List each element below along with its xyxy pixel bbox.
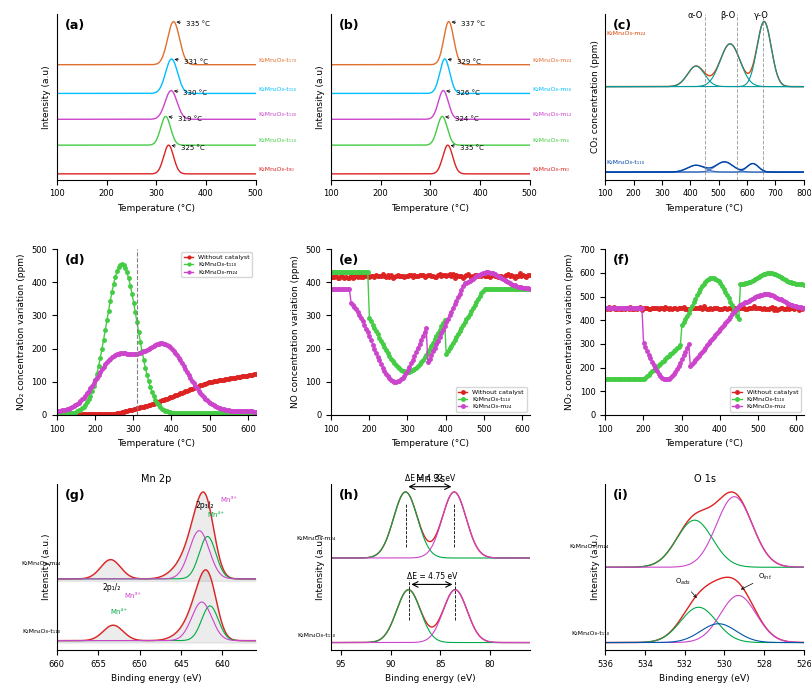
- Text: K₂Mn₄O₈-t₁₁₀: K₂Mn₄O₈-t₁₁₀: [298, 633, 336, 638]
- Y-axis label: Intensity (a.u): Intensity (a.u): [42, 65, 51, 129]
- Text: K₂Mn₄O₈-t₁₁₀: K₂Mn₄O₈-t₁₁₀: [570, 631, 608, 637]
- Text: 331 °C: 331 °C: [175, 58, 208, 65]
- Text: 2p₃/₂: 2p₃/₂: [195, 500, 214, 510]
- Text: ΔE = 4.75 eV: ΔE = 4.75 eV: [406, 572, 457, 581]
- Y-axis label: NO₂ concentration variation (ppm): NO₂ concentration variation (ppm): [17, 254, 26, 410]
- Legend: Without catalyst, K₂Mn₄O₈-t₁₁₀, K₂Mn₄O₈-m₂₄: Without catalyst, K₂Mn₄O₈-t₁₁₀, K₂Mn₄O₈-…: [455, 387, 526, 412]
- Title: O 1s: O 1s: [693, 474, 714, 484]
- X-axis label: Binding energy (eV): Binding energy (eV): [659, 675, 749, 684]
- Text: 330 °C: 330 °C: [174, 90, 208, 96]
- Text: Mn³⁺: Mn³⁺: [220, 497, 237, 503]
- Text: (b): (b): [338, 19, 359, 32]
- Text: 324 °C: 324 °C: [445, 116, 478, 122]
- X-axis label: Temperature (°C): Temperature (°C): [391, 204, 469, 213]
- Text: 329 °C: 329 °C: [448, 58, 480, 65]
- Y-axis label: CO₂ concentration (ppm): CO₂ concentration (ppm): [590, 41, 599, 153]
- Text: O$_{int}$: O$_{int}$: [740, 572, 771, 589]
- Text: K₂Mn₄O₈-t₉₀: K₂Mn₄O₈-t₉₀: [258, 167, 294, 172]
- Text: (c): (c): [612, 19, 632, 32]
- X-axis label: Temperature (°C): Temperature (°C): [665, 204, 743, 213]
- Text: (i): (i): [612, 489, 629, 503]
- Y-axis label: Intensity (a.u): Intensity (a.u): [316, 65, 325, 129]
- Text: 325 °C: 325 °C: [172, 145, 204, 151]
- Y-axis label: Intensity (a.u.): Intensity (a.u.): [590, 534, 599, 600]
- Text: 319 °C: 319 °C: [169, 116, 202, 122]
- Legend: Without catalyst, K₂Mn₄O₈-t₁₁₀, K₂Mn₄O₈-m₂₄: Without catalyst, K₂Mn₄O₈-t₁₁₀, K₂Mn₄O₈-…: [181, 252, 252, 278]
- Text: γ-O: γ-O: [753, 11, 768, 20]
- Text: K₂Mn₄O₈-t₁₁₀: K₂Mn₄O₈-t₁₁₀: [606, 159, 644, 164]
- Text: (g): (g): [65, 489, 85, 503]
- Text: 337 °C: 337 °C: [452, 21, 484, 27]
- Y-axis label: Intensity (a.u.): Intensity (a.u.): [42, 534, 51, 600]
- Text: K₂Mn₄O₈-t₁₅₀: K₂Mn₄O₈-t₁₅₀: [258, 87, 296, 92]
- Text: (a): (a): [65, 19, 85, 32]
- Text: K₂Mn₄O₈-t₁₇₀: K₂Mn₄O₈-t₁₇₀: [258, 58, 296, 63]
- Legend: Without catalyst, K₂Mn₄O₈-t₁₁₀, K₂Mn₄O₈-m₂₄: Without catalyst, K₂Mn₄O₈-t₁₁₀, K₂Mn₄O₈-…: [729, 387, 800, 412]
- X-axis label: Binding energy (eV): Binding energy (eV): [111, 675, 201, 684]
- Text: O$_{lat}$: O$_{lat}$: [0, 698, 1, 699]
- Text: (e): (e): [338, 254, 358, 267]
- Text: Mn³⁺: Mn³⁺: [125, 593, 142, 599]
- Title: Mn 3s: Mn 3s: [415, 474, 444, 484]
- X-axis label: Temperature (°C): Temperature (°C): [391, 439, 469, 448]
- Text: K₂Mn₄O₈-t₁₁₀: K₂Mn₄O₈-t₁₁₀: [23, 629, 61, 634]
- Text: 2p₁/₂: 2p₁/₂: [102, 584, 121, 593]
- Text: 335 °C: 335 °C: [451, 145, 483, 151]
- X-axis label: Binding energy (eV): Binding energy (eV): [384, 675, 475, 684]
- Text: Mn⁴⁺: Mn⁴⁺: [208, 512, 224, 518]
- Y-axis label: NO concentration variation (ppm): NO concentration variation (ppm): [290, 256, 299, 408]
- Text: K₂Mn₄O₈-t₁₁₀: K₂Mn₄O₈-t₁₁₀: [258, 138, 296, 143]
- Text: 335 °C: 335 °C: [177, 21, 209, 27]
- Text: K₂Mn₄O₈-m₂₄: K₂Mn₄O₈-m₂₄: [569, 545, 608, 549]
- Text: (f): (f): [612, 254, 629, 267]
- Text: (h): (h): [338, 489, 359, 503]
- Text: K₂Mn₄O₈-m₂₄: K₂Mn₄O₈-m₂₄: [606, 31, 646, 36]
- Text: (d): (d): [65, 254, 85, 267]
- Text: Mn⁴⁺: Mn⁴⁺: [110, 609, 127, 614]
- Text: K₂Mn₄O₈-t₁₃₀: K₂Mn₄O₈-t₁₃₀: [258, 113, 296, 117]
- Text: K₂Mn₄O₈-m₂₄: K₂Mn₄O₈-m₂₄: [531, 58, 571, 63]
- Text: β-O: β-O: [719, 11, 735, 20]
- Text: K₂Mn₄O₈-m₁₂: K₂Mn₄O₈-m₁₂: [531, 113, 571, 117]
- Title: Mn 2p: Mn 2p: [141, 474, 171, 484]
- Y-axis label: Intensity (a.u.): Intensity (a.u.): [316, 534, 325, 600]
- Text: α-O: α-O: [687, 11, 702, 20]
- X-axis label: Temperature (°C): Temperature (°C): [665, 439, 743, 448]
- Text: K₂Mn₄O₈-m₀: K₂Mn₄O₈-m₀: [531, 167, 569, 172]
- X-axis label: Temperature (°C): Temperature (°C): [117, 204, 195, 213]
- Text: ΔE = 4.92 eV: ΔE = 4.92 eV: [405, 475, 455, 484]
- X-axis label: Temperature (°C): Temperature (°C): [117, 439, 195, 448]
- Text: 326 °C: 326 °C: [446, 90, 479, 96]
- Text: K₂Mn₄O₈-m₂₄: K₂Mn₄O₈-m₂₄: [22, 561, 61, 566]
- Text: K₂Mn₄O₈-m₄: K₂Mn₄O₈-m₄: [531, 138, 569, 143]
- Text: K₂Mn₄O₈-m₁₆: K₂Mn₄O₈-m₁₆: [531, 87, 571, 92]
- Text: O$_{ads}$: O$_{ads}$: [674, 577, 695, 598]
- Text: O$_{ads}$: O$_{ads}$: [0, 698, 1, 699]
- Y-axis label: NO₂ concentration variation (ppm): NO₂ concentration variation (ppm): [564, 254, 573, 410]
- Text: K₂Mn₄O₈-m₂₄: K₂Mn₄O₈-m₂₄: [296, 535, 336, 540]
